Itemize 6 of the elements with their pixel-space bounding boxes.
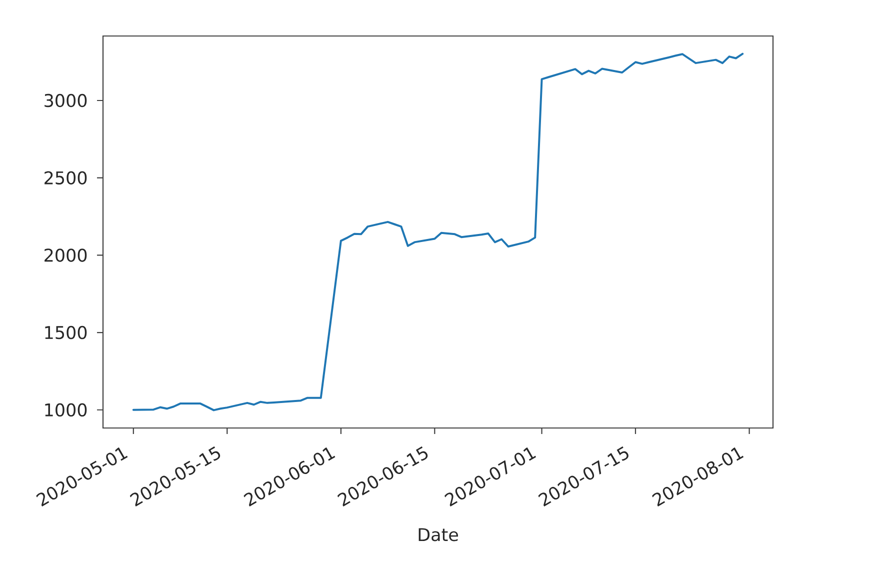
y-tick-label: 2000: [44, 248, 87, 262]
y-tick-label: 1500: [45, 326, 87, 340]
y-tick-label: 1000: [45, 403, 87, 417]
y-tick-label: 2500: [44, 171, 87, 184]
x-axis-title: Date: [418, 528, 458, 542]
y-tick-label: 3000: [44, 94, 87, 108]
